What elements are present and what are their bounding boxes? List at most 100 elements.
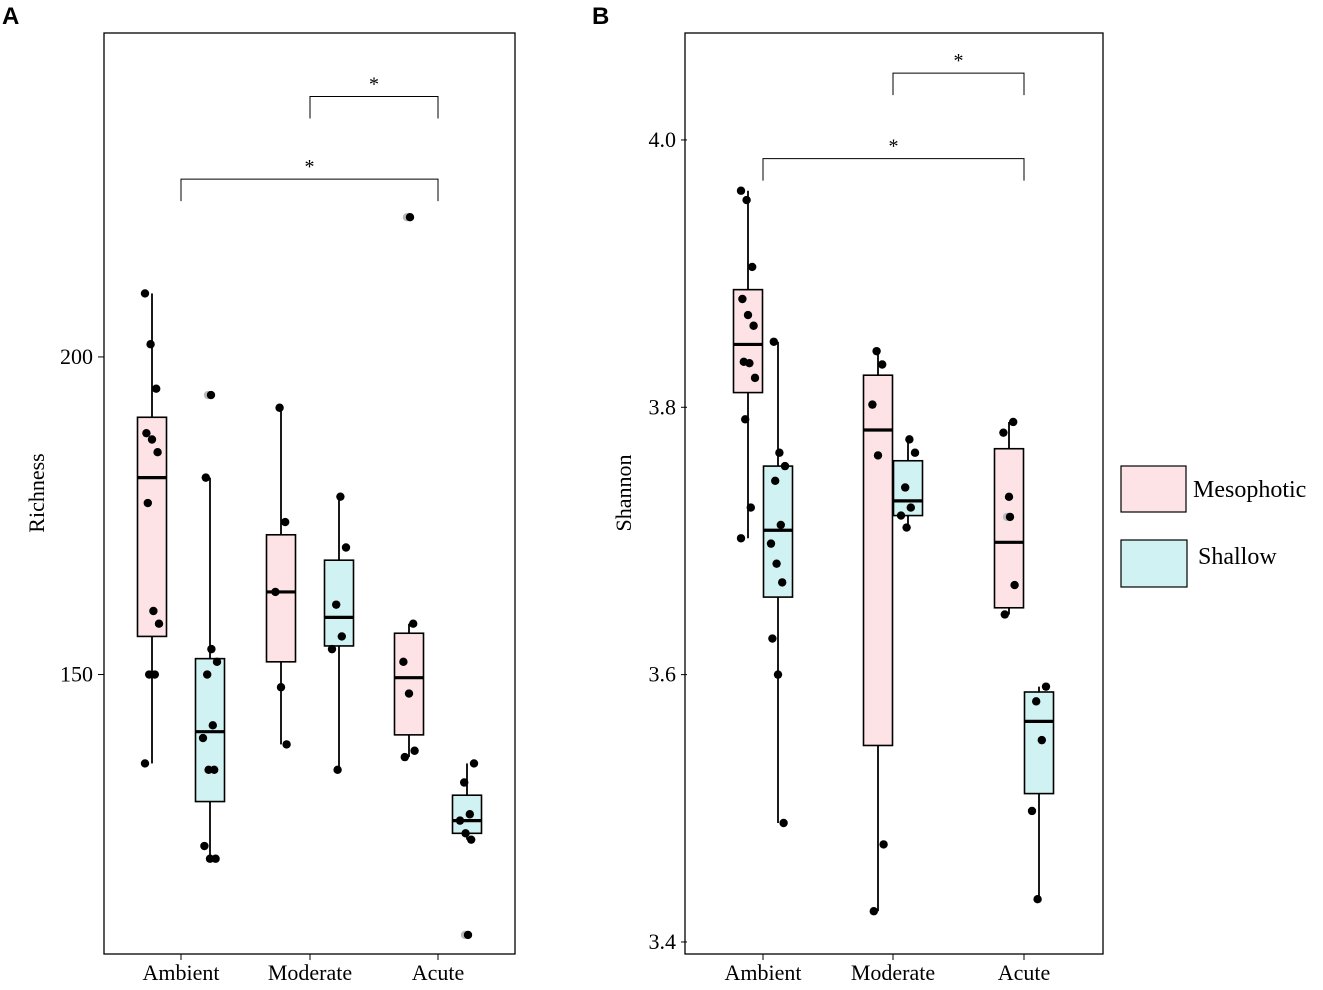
panel-a-acute-mesophotic-box xyxy=(393,213,425,762)
panel-b-ambient-mesophotic-point-4 xyxy=(743,310,753,320)
panel-a-moderate-shallow-point-0 xyxy=(336,492,345,501)
panel-a-sig-label-0: * xyxy=(369,74,379,96)
panel-b-xtick-label-2: Acute xyxy=(998,960,1051,985)
panel-b-acute-shallow-point-1 xyxy=(1032,697,1041,706)
panel-a-acute-mesophotic-point-2 xyxy=(404,689,414,698)
panel-a-moderate-mesophotic-iqr xyxy=(265,533,297,663)
panel-b-acute-mesophotic-iqr xyxy=(993,447,1025,609)
panel-b-ambient-mesophotic-point-5 xyxy=(749,321,758,330)
panel-a-acute-mesophotic-point-4 xyxy=(400,752,409,762)
panel-a-ambient-shallow-point-1 xyxy=(207,644,216,654)
panel-a-acute-shallow-point-3 xyxy=(455,816,465,825)
panel-b-ytick-label-0: 3.4 xyxy=(649,929,677,954)
panel-a-moderate-shallow-point-3 xyxy=(337,632,346,641)
panel-b-moderate-shallow-point-4 xyxy=(896,511,906,520)
panel-a-moderate-shallow-box xyxy=(323,492,355,774)
panel-b-acute-mesophotic-outlier-point-0 xyxy=(1005,512,1015,522)
panel-b-ytick-label-2: 3.8 xyxy=(649,394,677,419)
panel-b-moderate-mesophotic-box xyxy=(862,346,894,916)
panel-a-ambient-shallow-box xyxy=(194,390,226,863)
panel-a-ambient-shallow-point-5 xyxy=(198,733,208,743)
panel-b-ambient-shallow-point-10 xyxy=(779,818,788,828)
panel-b-ambient-mesophotic-point-11 xyxy=(736,534,746,543)
panel-a-acute-shallow-box xyxy=(451,759,483,940)
panel-b-ambient-mesophotic-point-8 xyxy=(750,373,760,383)
panel-a-moderate-shallow-point-4 xyxy=(327,644,337,654)
panel-b-acute-mesophotic-point-0 xyxy=(1009,417,1018,427)
panel-b-ytick-label-3: 4.0 xyxy=(649,127,677,152)
panel-a-ambient-mesophotic-point-7 xyxy=(149,606,158,616)
panel-a-ambient-shallow-point-0 xyxy=(201,473,210,482)
panel-b-sig-bracket-0 xyxy=(892,72,1025,96)
panel-b-acute-mesophotic-point-4 xyxy=(1000,610,1009,619)
panel-a-xtick-label-2: Acute xyxy=(412,960,465,985)
panel-b-letter: B xyxy=(592,3,609,30)
panel-b-acute-shallow-point-3 xyxy=(1027,806,1037,816)
panel-b-ambient-shallow-point-8 xyxy=(768,634,777,643)
panel-a-ambient-shallow-point-7 xyxy=(210,765,219,774)
panel-b-acute-mesophotic-point-1 xyxy=(999,428,1008,437)
panel-a-ambient-mesophotic-point-5 xyxy=(153,448,162,457)
legend-swatch-mesophotic xyxy=(1120,465,1187,513)
panel-a-acute-shallow-point-2 xyxy=(465,810,474,819)
panel-b-plot: 3.4 3.6 3.8 4.0 Ambient Moderate Acute * * xyxy=(649,50,1055,985)
panel-a-acute-mesophotic-point-1 xyxy=(399,657,408,667)
panel-a-acute-shallow-point-0 xyxy=(469,759,479,768)
panel-b-moderate-mesophotic-point-2 xyxy=(868,400,877,409)
panel-b: B Shannon 3.4 3.6 3.8 4.0 Ambient Moderate Acu… xyxy=(592,3,1104,985)
panel-b-ylabel: Shannon xyxy=(611,455,636,532)
panel-a-letter: A xyxy=(2,3,19,30)
panel-a-ambient-mesophotic-point-4 xyxy=(147,435,157,444)
panel-a-ambient-mesophotic-point-6 xyxy=(143,498,152,508)
panel-b-xtick-label-1: Moderate xyxy=(851,960,935,985)
panel-b-ambient-shallow-point-4 xyxy=(776,520,785,530)
panel-b-moderate-shallow-point-0 xyxy=(905,435,914,444)
panel-b-moderate-mesophotic-point-3 xyxy=(873,451,883,460)
panel-b-moderate-mesophotic-point-4 xyxy=(879,840,888,849)
panel-a-acute-mesophotic-iqr xyxy=(393,632,425,736)
panel-a-ambient-mesophotic-point-2 xyxy=(152,384,161,393)
panel-b-ytick-label-1: 3.6 xyxy=(649,662,677,687)
panel-b-ambient-mesophotic-point-7 xyxy=(745,358,754,368)
panel-a-moderate-mesophotic-point-0 xyxy=(275,403,284,412)
panel-a-ylabel: Richness xyxy=(24,453,49,532)
panel-a-moderate-shallow-point-5 xyxy=(333,765,342,774)
panel-b-acute-mesophotic-point-2 xyxy=(1004,492,1014,502)
panel-a-ambient-shallow-point-2 xyxy=(212,657,222,667)
panel-b-sig-bracket-1 xyxy=(762,158,1025,181)
panel-b-ambient-shallow-point-5 xyxy=(766,539,776,548)
panel-a-sig-label-1: * xyxy=(305,156,315,178)
panel-b-acute-mesophotic-box xyxy=(993,417,1025,619)
panel-b-xtick-label-0: Ambient xyxy=(725,960,802,985)
panel-a-ambient-shallow-point-3 xyxy=(203,670,212,679)
panel-a-ambient-mesophotic-point-8 xyxy=(154,619,164,628)
panel-a-ambient-mesophotic-point-1 xyxy=(146,340,155,349)
panel-b-ambient-mesophotic-box xyxy=(732,186,764,543)
panel-a: A Richness 150 200 Ambient Moderate Acute * * xyxy=(2,3,516,985)
panel-b-moderate-shallow-point-2 xyxy=(901,483,910,492)
panel-b-ambient-mesophotic-point-10 xyxy=(746,503,755,512)
legend-label-shallow: Shallow xyxy=(1198,544,1277,570)
panel-a-ambient-shallow-outlier-point-0 xyxy=(206,390,216,400)
legend: Mesophotic Shallow xyxy=(1120,465,1306,588)
panel-b-ambient-shallow-point-9 xyxy=(773,670,783,679)
panel-b-ambient-mesophotic-point-3 xyxy=(738,294,747,304)
panel-b-ambient-shallow-point-0 xyxy=(769,337,778,346)
panel-a-moderate-mesophotic-box xyxy=(265,403,297,749)
panel-b-sig-label-0: * xyxy=(954,50,964,72)
legend-label-mesophotic: Mesophotic xyxy=(1193,477,1306,503)
panel-a-ambient-mesophotic-point-0 xyxy=(140,289,150,298)
panel-a-ytick-label-0: 150 xyxy=(60,662,93,687)
panel-b-moderate-mesophotic-point-1 xyxy=(878,360,887,369)
panel-a-ambient-mesophotic-iqr xyxy=(136,416,168,638)
panel-a-ambient-mesophotic-point-3 xyxy=(142,428,151,438)
panel-a-acute-mesophotic-point-3 xyxy=(410,746,419,755)
panel-b-ambient-shallow-box xyxy=(762,337,794,828)
panel-b-ambient-shallow-point-1 xyxy=(775,448,784,457)
panel-b-ambient-shallow-point-7 xyxy=(778,578,787,587)
panel-b-acute-shallow-point-2 xyxy=(1037,735,1047,745)
panel-b-moderate-shallow-point-3 xyxy=(906,503,915,512)
panel-b-moderate-shallow-point-5 xyxy=(902,523,911,532)
panel-b-ambient-mesophotic-point-2 xyxy=(748,262,757,272)
